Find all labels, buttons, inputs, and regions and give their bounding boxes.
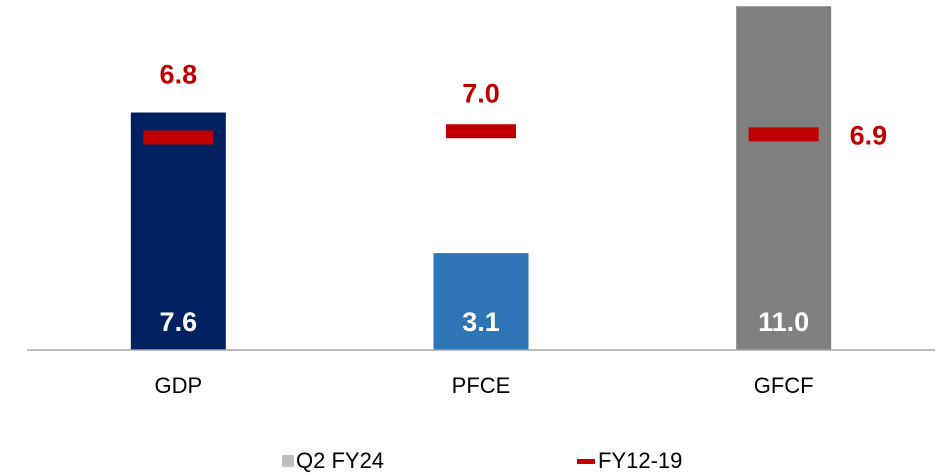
x-tick-label: GFCF bbox=[754, 373, 814, 398]
average-marker bbox=[748, 127, 819, 142]
legend-swatch bbox=[577, 459, 595, 464]
average-marker bbox=[446, 124, 516, 139]
legend-label: FY12-19 bbox=[598, 448, 682, 473]
marker-value-label: 6.8 bbox=[160, 60, 198, 90]
legend-swatch bbox=[282, 455, 294, 467]
bar-value-label: 3.1 bbox=[462, 307, 500, 337]
average-marker bbox=[143, 130, 214, 145]
x-tick-label: PFCE bbox=[452, 373, 511, 398]
bar bbox=[433, 253, 529, 350]
bar-value-label: 7.6 bbox=[160, 307, 198, 337]
marker-value-label: 6.9 bbox=[850, 121, 888, 151]
bar bbox=[736, 6, 832, 350]
legend-label: Q2 FY24 bbox=[296, 448, 384, 473]
bar-value-label: 11.0 bbox=[758, 307, 809, 337]
marker-value-label: 7.0 bbox=[462, 78, 500, 108]
x-tick-label: GDP bbox=[154, 373, 202, 398]
bar bbox=[130, 112, 226, 350]
